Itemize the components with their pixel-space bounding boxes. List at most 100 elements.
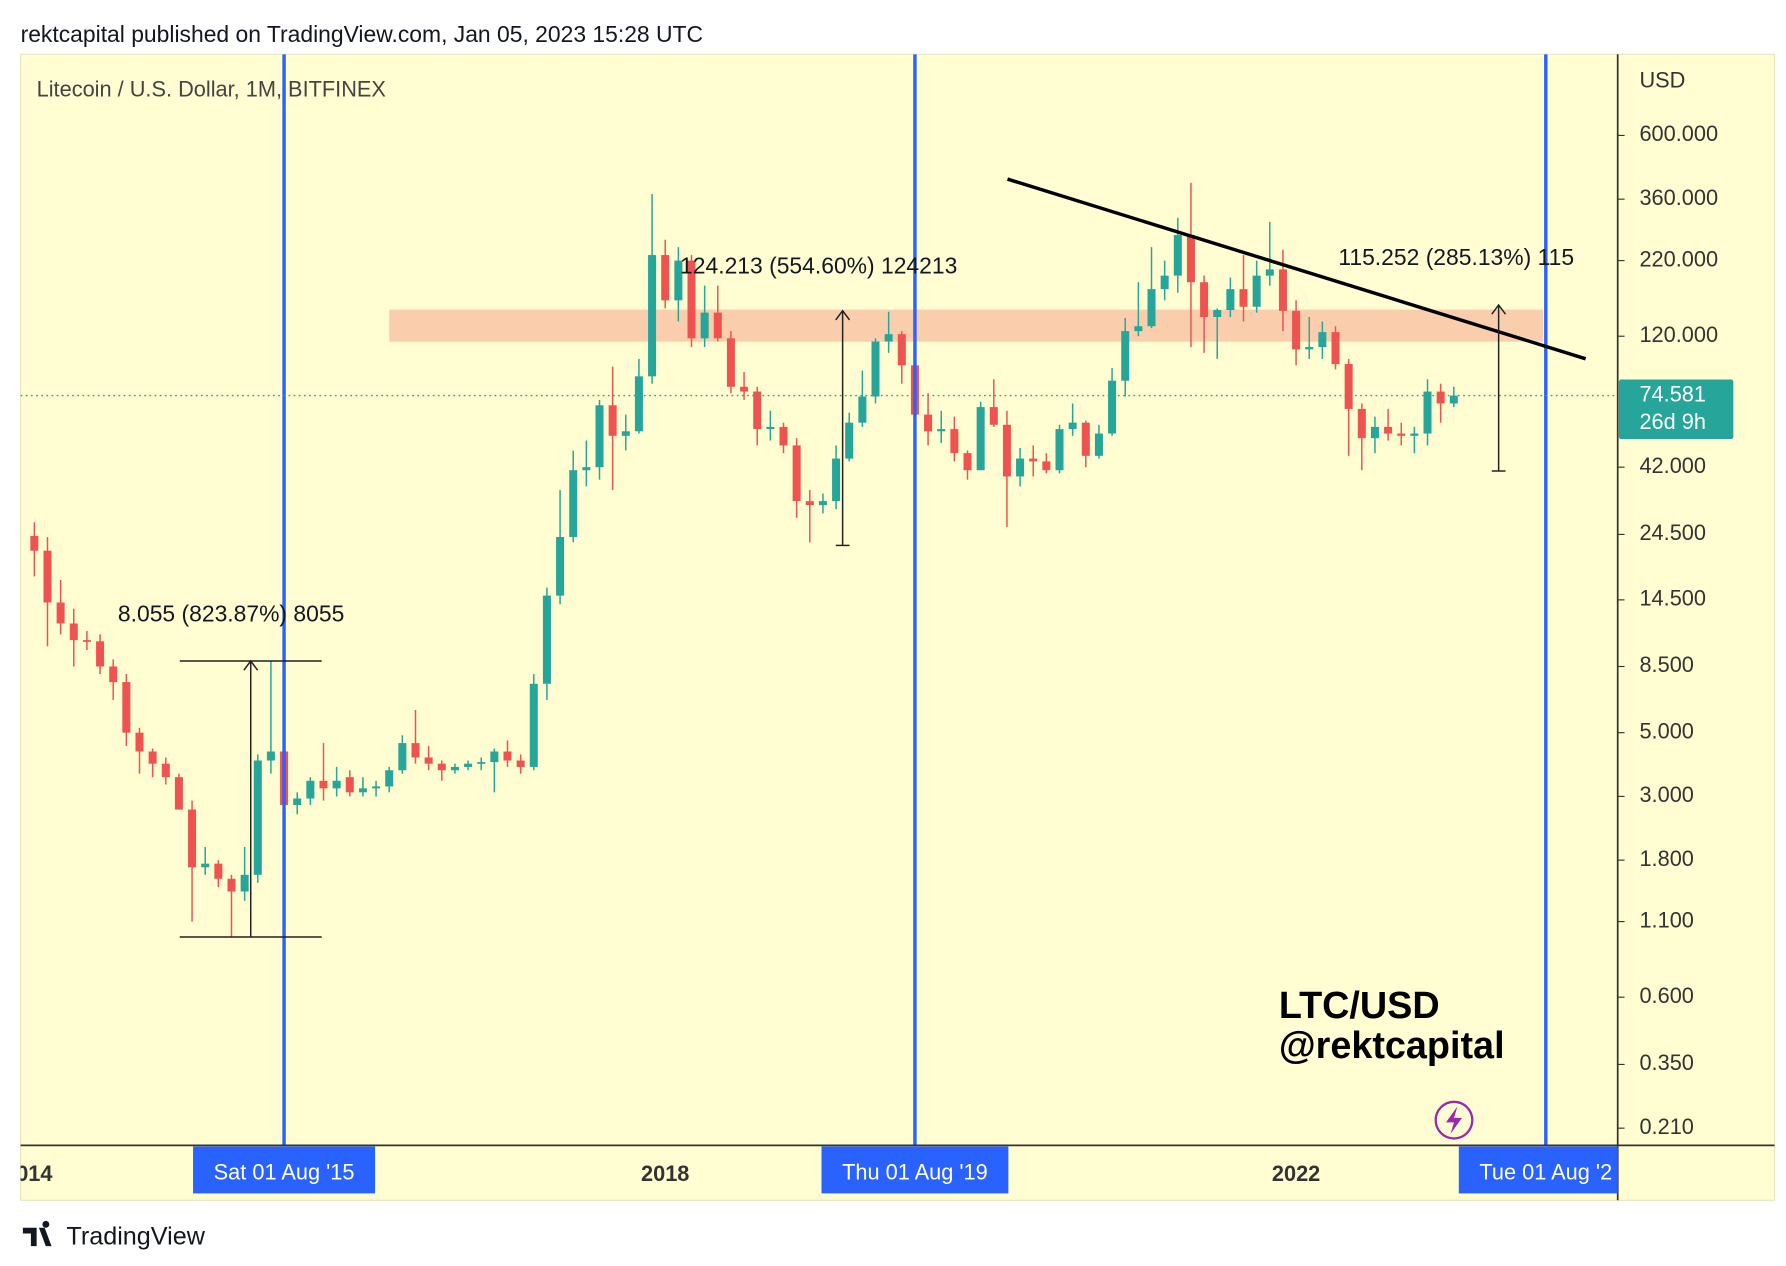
candle-body (1068, 422, 1077, 430)
candle-body (96, 641, 105, 667)
candle-body (1081, 422, 1090, 456)
candle-body (726, 338, 735, 387)
date-label-box (1458, 1146, 1618, 1194)
candle-body (240, 874, 249, 892)
candle-body (1016, 458, 1025, 477)
candle-body (1121, 331, 1130, 381)
axis-unit: USD (1639, 67, 1685, 92)
trend-line (1006, 177, 1587, 361)
candle-body (372, 786, 381, 789)
y-tick-label: 8.500 (1639, 652, 1693, 677)
candle-body (963, 453, 972, 471)
candle-body (201, 863, 210, 868)
candle-body (832, 458, 841, 502)
candle-body (529, 683, 538, 767)
candle-body (1042, 461, 1051, 471)
candle-body (1134, 326, 1143, 332)
date-label-box (821, 1146, 1009, 1194)
candle-body (845, 422, 854, 459)
candle-body (227, 878, 236, 892)
candle-body (1292, 310, 1301, 350)
time-axis: 014 Sat 01 Aug '15 2018 Thu 01 Aug '19 2022 T… (16, 1146, 1618, 1194)
candle-body (174, 777, 183, 810)
candle-body (792, 445, 801, 502)
price-tag-countdown: 26d 9h (1639, 409, 1706, 434)
price-tag-value: 74.581 (1639, 381, 1706, 406)
candle-body (358, 788, 367, 793)
measure-label: 124.213 (554.60%) 124213 (680, 252, 957, 278)
candle-body (1239, 289, 1248, 307)
drawings: 8.055 (823.87%) 8055 124.213 (554.60%) 1… (118, 177, 1587, 1140)
candle-body (924, 414, 933, 432)
candle-body (122, 682, 131, 733)
candle-body (542, 595, 551, 684)
y-tick-label: 600.000 (1639, 121, 1718, 146)
y-tick-label: 120.000 (1639, 322, 1718, 347)
candle-body (1331, 332, 1340, 365)
candle-body (1278, 269, 1287, 311)
candle-body (556, 536, 565, 596)
candle-body (503, 751, 512, 761)
resistance-zone (389, 309, 1544, 342)
candle-body (161, 763, 170, 778)
candle-body (490, 751, 499, 763)
candle-body (1384, 426, 1393, 434)
candle-body (1094, 433, 1103, 456)
candle-body (477, 762, 486, 764)
candle-body (648, 255, 657, 377)
candle-body (1423, 391, 1432, 434)
candle-body (1357, 408, 1366, 439)
date-label-box (193, 1146, 376, 1194)
date-label-text: Thu 01 Aug '19 (842, 1160, 988, 1185)
alert-icon-bolt (1445, 1106, 1463, 1134)
candle-body (1186, 235, 1195, 283)
x-tick-label: 014 (16, 1161, 52, 1186)
candle-body (858, 396, 867, 423)
candle-body (608, 405, 617, 436)
candle-body (266, 751, 275, 761)
date-label: Tue 01 Aug '2 (1458, 1146, 1618, 1194)
candle-body (1318, 332, 1327, 348)
y-tick-label: 3.000 (1639, 782, 1693, 807)
plot-area (20, 54, 1618, 1146)
candle-body (700, 312, 709, 339)
candle-body (1002, 424, 1011, 477)
candle-body (634, 376, 643, 432)
candle-body (1147, 289, 1156, 327)
candle-body (1108, 380, 1117, 434)
candle-body (1370, 426, 1379, 439)
candle-body (674, 260, 683, 301)
candle-body (332, 780, 341, 789)
candle-body (569, 470, 578, 537)
tradingview-logo: TradingView (22, 1220, 206, 1251)
y-tick-label: 5.000 (1639, 718, 1693, 743)
candle-body (661, 255, 670, 301)
candle-body (753, 391, 762, 430)
candle-body (766, 426, 775, 430)
candle-body (385, 770, 394, 787)
candle-body (937, 429, 946, 432)
candle-body (687, 260, 696, 339)
candle-body (1200, 282, 1209, 317)
candle-body (30, 535, 39, 551)
candle-body (1226, 289, 1235, 311)
y-tick-label: 14.500 (1639, 586, 1706, 611)
candle-body (345, 777, 354, 793)
candle-body (43, 550, 52, 603)
candle-body (1173, 235, 1182, 276)
candle-body (1055, 429, 1064, 471)
candle-body (253, 760, 262, 875)
candle-body (884, 334, 893, 342)
candle-body (516, 760, 525, 767)
candle-body (464, 763, 473, 767)
candle-body (740, 386, 749, 392)
date-label: Sat 01 Aug '15 (193, 1146, 376, 1194)
candle-body (950, 429, 959, 454)
date-label-text: Sat 01 Aug '15 (214, 1160, 355, 1185)
axes: 600.000 360.000 220.000 120.000 42.000 24.500… (1617, 121, 1734, 1139)
alert-icon[interactable] (1434, 1100, 1474, 1140)
x-tick-label: 2018 (641, 1161, 689, 1186)
candle-body (1029, 458, 1038, 462)
